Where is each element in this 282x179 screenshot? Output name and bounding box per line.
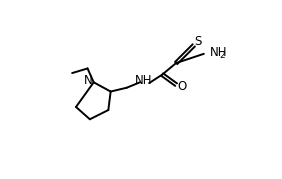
Text: 2: 2 [219, 51, 225, 60]
Text: O: O [178, 80, 187, 93]
Text: N: N [84, 74, 93, 87]
Text: NH: NH [135, 74, 153, 87]
Text: NH: NH [210, 46, 228, 59]
Text: S: S [194, 35, 201, 48]
